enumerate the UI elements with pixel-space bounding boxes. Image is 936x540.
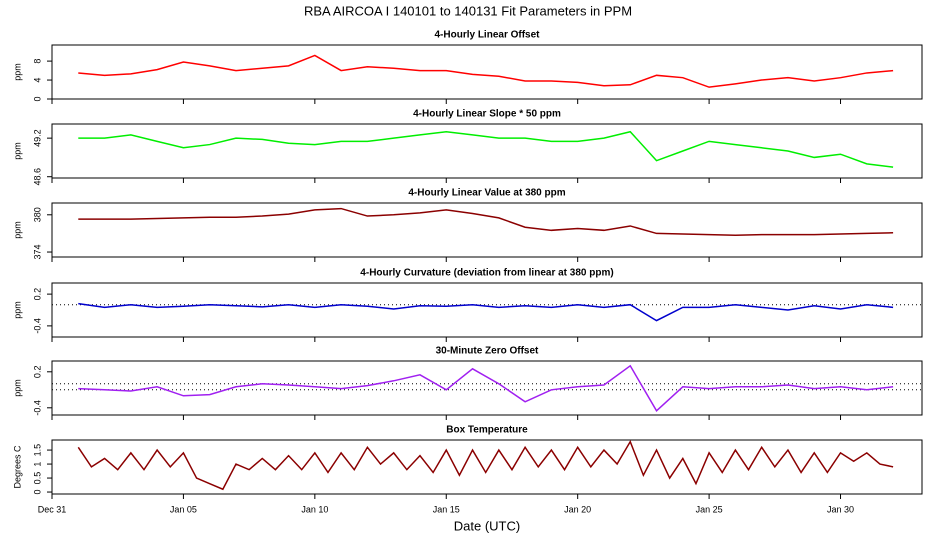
plot-frame <box>51 123 923 179</box>
y-tick-label: 0 <box>32 490 42 495</box>
x-tick-label: Jan 10 <box>301 504 328 514</box>
series-line <box>78 54 894 88</box>
y-tick-label: 0.2 <box>32 288 42 301</box>
plot-frame <box>51 439 923 495</box>
plot-frame <box>51 282 923 338</box>
series-line <box>78 302 894 322</box>
series-line <box>78 207 894 237</box>
y-tick-label: 0.5 <box>32 472 42 485</box>
series-line <box>78 130 894 168</box>
x-tick-label: Jan 30 <box>827 504 854 514</box>
panel-title: 30-Minute Zero Offset <box>436 346 539 357</box>
y-tick-label: 48.6 <box>32 168 42 186</box>
x-tick-label: Jan 25 <box>696 504 723 514</box>
x-tick-label: Jan 20 <box>564 504 591 514</box>
y-tick-label: 0.2 <box>32 366 42 379</box>
y-tick-label: 8 <box>32 59 42 64</box>
y-tick-label: 1.5 <box>32 444 42 457</box>
plot-frame <box>51 44 923 100</box>
series-line <box>77 439 894 491</box>
x-tick-label: Dec 31 <box>38 504 67 514</box>
panel-title: 4-Hourly Linear Offset <box>434 30 540 41</box>
panel-title: Box Temperature <box>446 425 528 436</box>
plot-frame <box>51 202 923 258</box>
x-axis-label: Date (UTC) <box>454 518 520 533</box>
y-tick-label: 4 <box>32 78 42 83</box>
y-axis-label: ppm <box>12 221 22 239</box>
y-tick-label: 1 <box>32 462 42 467</box>
y-tick-label: 380 <box>32 207 42 222</box>
y-axis-label: ppm <box>12 63 22 81</box>
y-axis-label: ppm <box>12 379 22 397</box>
figure-title: RBA AIRCOA I 140101 to 140131 Fit Parame… <box>304 3 632 18</box>
plot-frame <box>51 360 923 416</box>
x-tick-label: Jan 05 <box>170 504 197 514</box>
series-line <box>78 364 894 412</box>
y-tick-label: -0.4 <box>32 318 42 334</box>
y-axis-label: ppm <box>12 142 22 160</box>
x-tick-label: Jan 15 <box>433 504 460 514</box>
panel-title: 4-Hourly Curvature (deviation from linea… <box>360 268 613 279</box>
panel-title: 4-Hourly Linear Slope * 50 ppm <box>413 109 561 120</box>
y-tick-label: -0.4 <box>32 400 42 416</box>
y-tick-label: 374 <box>32 245 42 260</box>
panel-title: 4-Hourly Linear Value at 380 ppm <box>408 188 565 199</box>
y-axis-label: Degrees C <box>12 445 22 489</box>
y-tick-label: 0 <box>32 96 42 101</box>
y-tick-label: 49.2 <box>32 129 42 147</box>
y-axis-label: ppm <box>12 301 22 319</box>
